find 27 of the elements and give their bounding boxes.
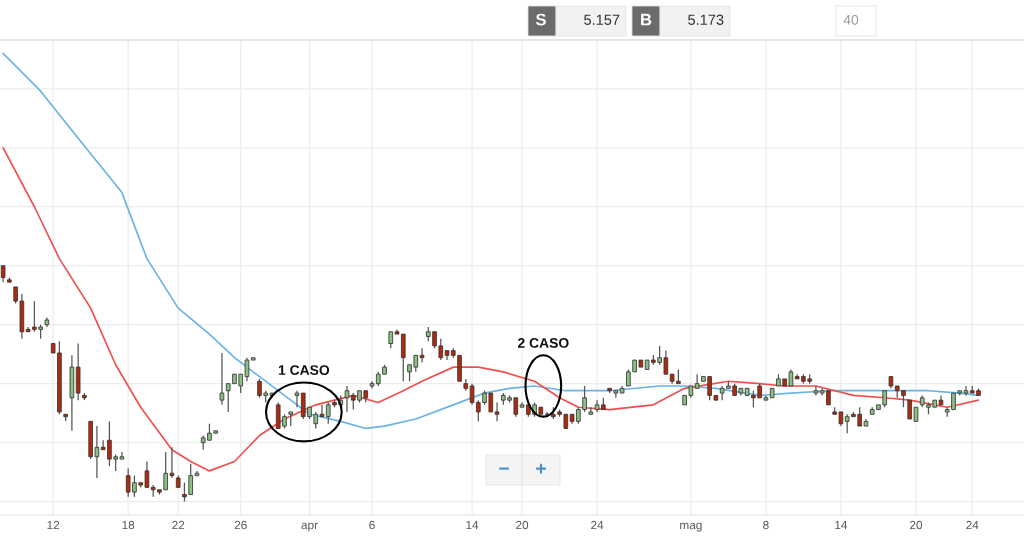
x-tick-label: 12: [47, 520, 60, 530]
x-tick-label: 22: [172, 520, 185, 530]
candlestick: [494, 401, 500, 422]
annotation: +: [536, 463, 546, 474]
candlestick: [419, 347, 425, 364]
x-tick-label: 20: [909, 520, 923, 530]
x-tick-label: apr: [301, 522, 318, 532]
x-tick-label: 18: [122, 520, 135, 530]
annotation: 2 CASO: [517, 338, 569, 348]
x-tick-label: 26: [234, 520, 247, 530]
text: 5.157: [584, 14, 620, 25]
x-tick-label: 14: [466, 520, 479, 530]
annotation: −: [499, 467, 509, 470]
annotation: 1 CASO: [278, 365, 330, 375]
candlestick: [219, 352, 225, 406]
text: 5.173: [688, 14, 724, 25]
candlestick: [694, 373, 700, 389]
text: 40: [843, 14, 859, 25]
x-tick-label: 24: [966, 520, 979, 530]
x-tick-label: 24: [591, 520, 604, 530]
x-tick-label: 6: [369, 520, 375, 530]
x-tick-label: 14: [835, 520, 848, 530]
text: B: [641, 13, 652, 26]
x-tick-label: 20: [516, 520, 529, 530]
x-tick-label: 8: [763, 520, 769, 530]
text: S: [535, 13, 546, 26]
x-tick-label: mag: [680, 522, 702, 532]
